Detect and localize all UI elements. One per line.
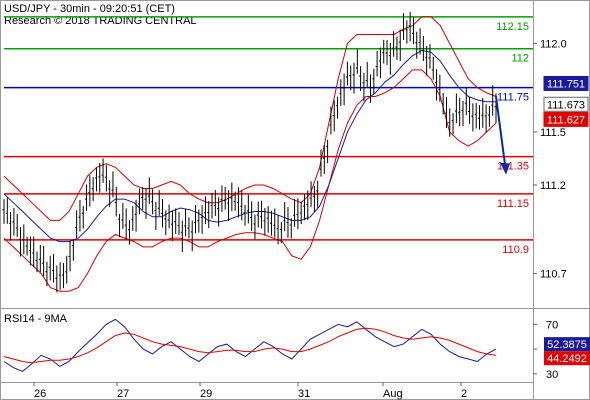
rsi-value-tags: 52.3875 44.2492 (544, 337, 590, 366)
level-label-1: 112 (511, 53, 529, 65)
bollinger-lower-line (3, 69, 497, 292)
price-tag-box-1 (543, 96, 589, 112)
copyright-line: Research © 2018 TRADING CENTRAL (4, 15, 197, 27)
rsi-lines (3, 318, 497, 372)
forecast-arrow (495, 96, 510, 175)
arrow-shaft (495, 96, 506, 165)
time-tick-label: 29 (200, 388, 212, 400)
price-tag-label-2: 111.627 (547, 114, 585, 126)
price-tick-label: 111.5 (540, 127, 566, 139)
rsi-tick-label: 30 (546, 369, 558, 381)
rsi-tag-label-1: 44.2492 (547, 353, 587, 365)
price-tags: 111.751 111.673 111.627 (543, 75, 589, 127)
rsi-title: RSI14 - 9MA (4, 313, 68, 325)
price-tick-label: 110.7 (540, 268, 567, 280)
bollinger-upper-line (3, 16, 497, 221)
level-label-5: 110.9 (502, 244, 529, 256)
time-tick-label: 27 (117, 388, 129, 400)
rsi-tag-box-1 (544, 351, 590, 366)
bollinger-bands (3, 16, 497, 292)
price-bars (2, 11, 497, 293)
moving-average-line (3, 49, 496, 243)
time-axis-ticks: 26 27 29 31 Aug 2 (33, 382, 467, 400)
price-tag-label-1: 111.673 (547, 99, 585, 111)
rsi-tick-label: 70 (546, 319, 558, 331)
support-resistance-levels: 112.15 112 111.75 111.35 111.15 110.9 (4, 16, 533, 256)
price-tag-box-0 (543, 75, 589, 91)
symbol-title: USD/JPY - 30min - 09:20:51 (CET) (4, 3, 175, 15)
price-tag-label-0: 111.751 (547, 78, 585, 90)
level-label-2: 111.75 (497, 92, 529, 104)
moving-average (3, 49, 496, 243)
price-tick-label: 112.0 (540, 38, 567, 50)
price-axis-ticks: 112.0 111.5 111.2 110.7 (533, 38, 567, 280)
level-label-3: 111.35 (497, 161, 529, 173)
rsi-tag-label-0: 52.3875 (547, 339, 587, 351)
rsi-tag-box-0 (544, 337, 590, 352)
level-label-0: 112.15 (496, 21, 529, 33)
level-label-4: 111.15 (497, 198, 529, 210)
rsi-series-line-1 (3, 327, 497, 364)
price-tag-box-2 (543, 111, 589, 127)
arrow-head (500, 162, 510, 175)
time-tick-label: 26 (34, 388, 46, 400)
rsi-series-line-0 (3, 318, 497, 372)
time-tick-label: 31 (298, 388, 310, 400)
time-tick-label: Aug (383, 388, 403, 400)
price-tick-label: 111.2 (540, 180, 566, 192)
time-tick-label: 2 (461, 388, 467, 400)
